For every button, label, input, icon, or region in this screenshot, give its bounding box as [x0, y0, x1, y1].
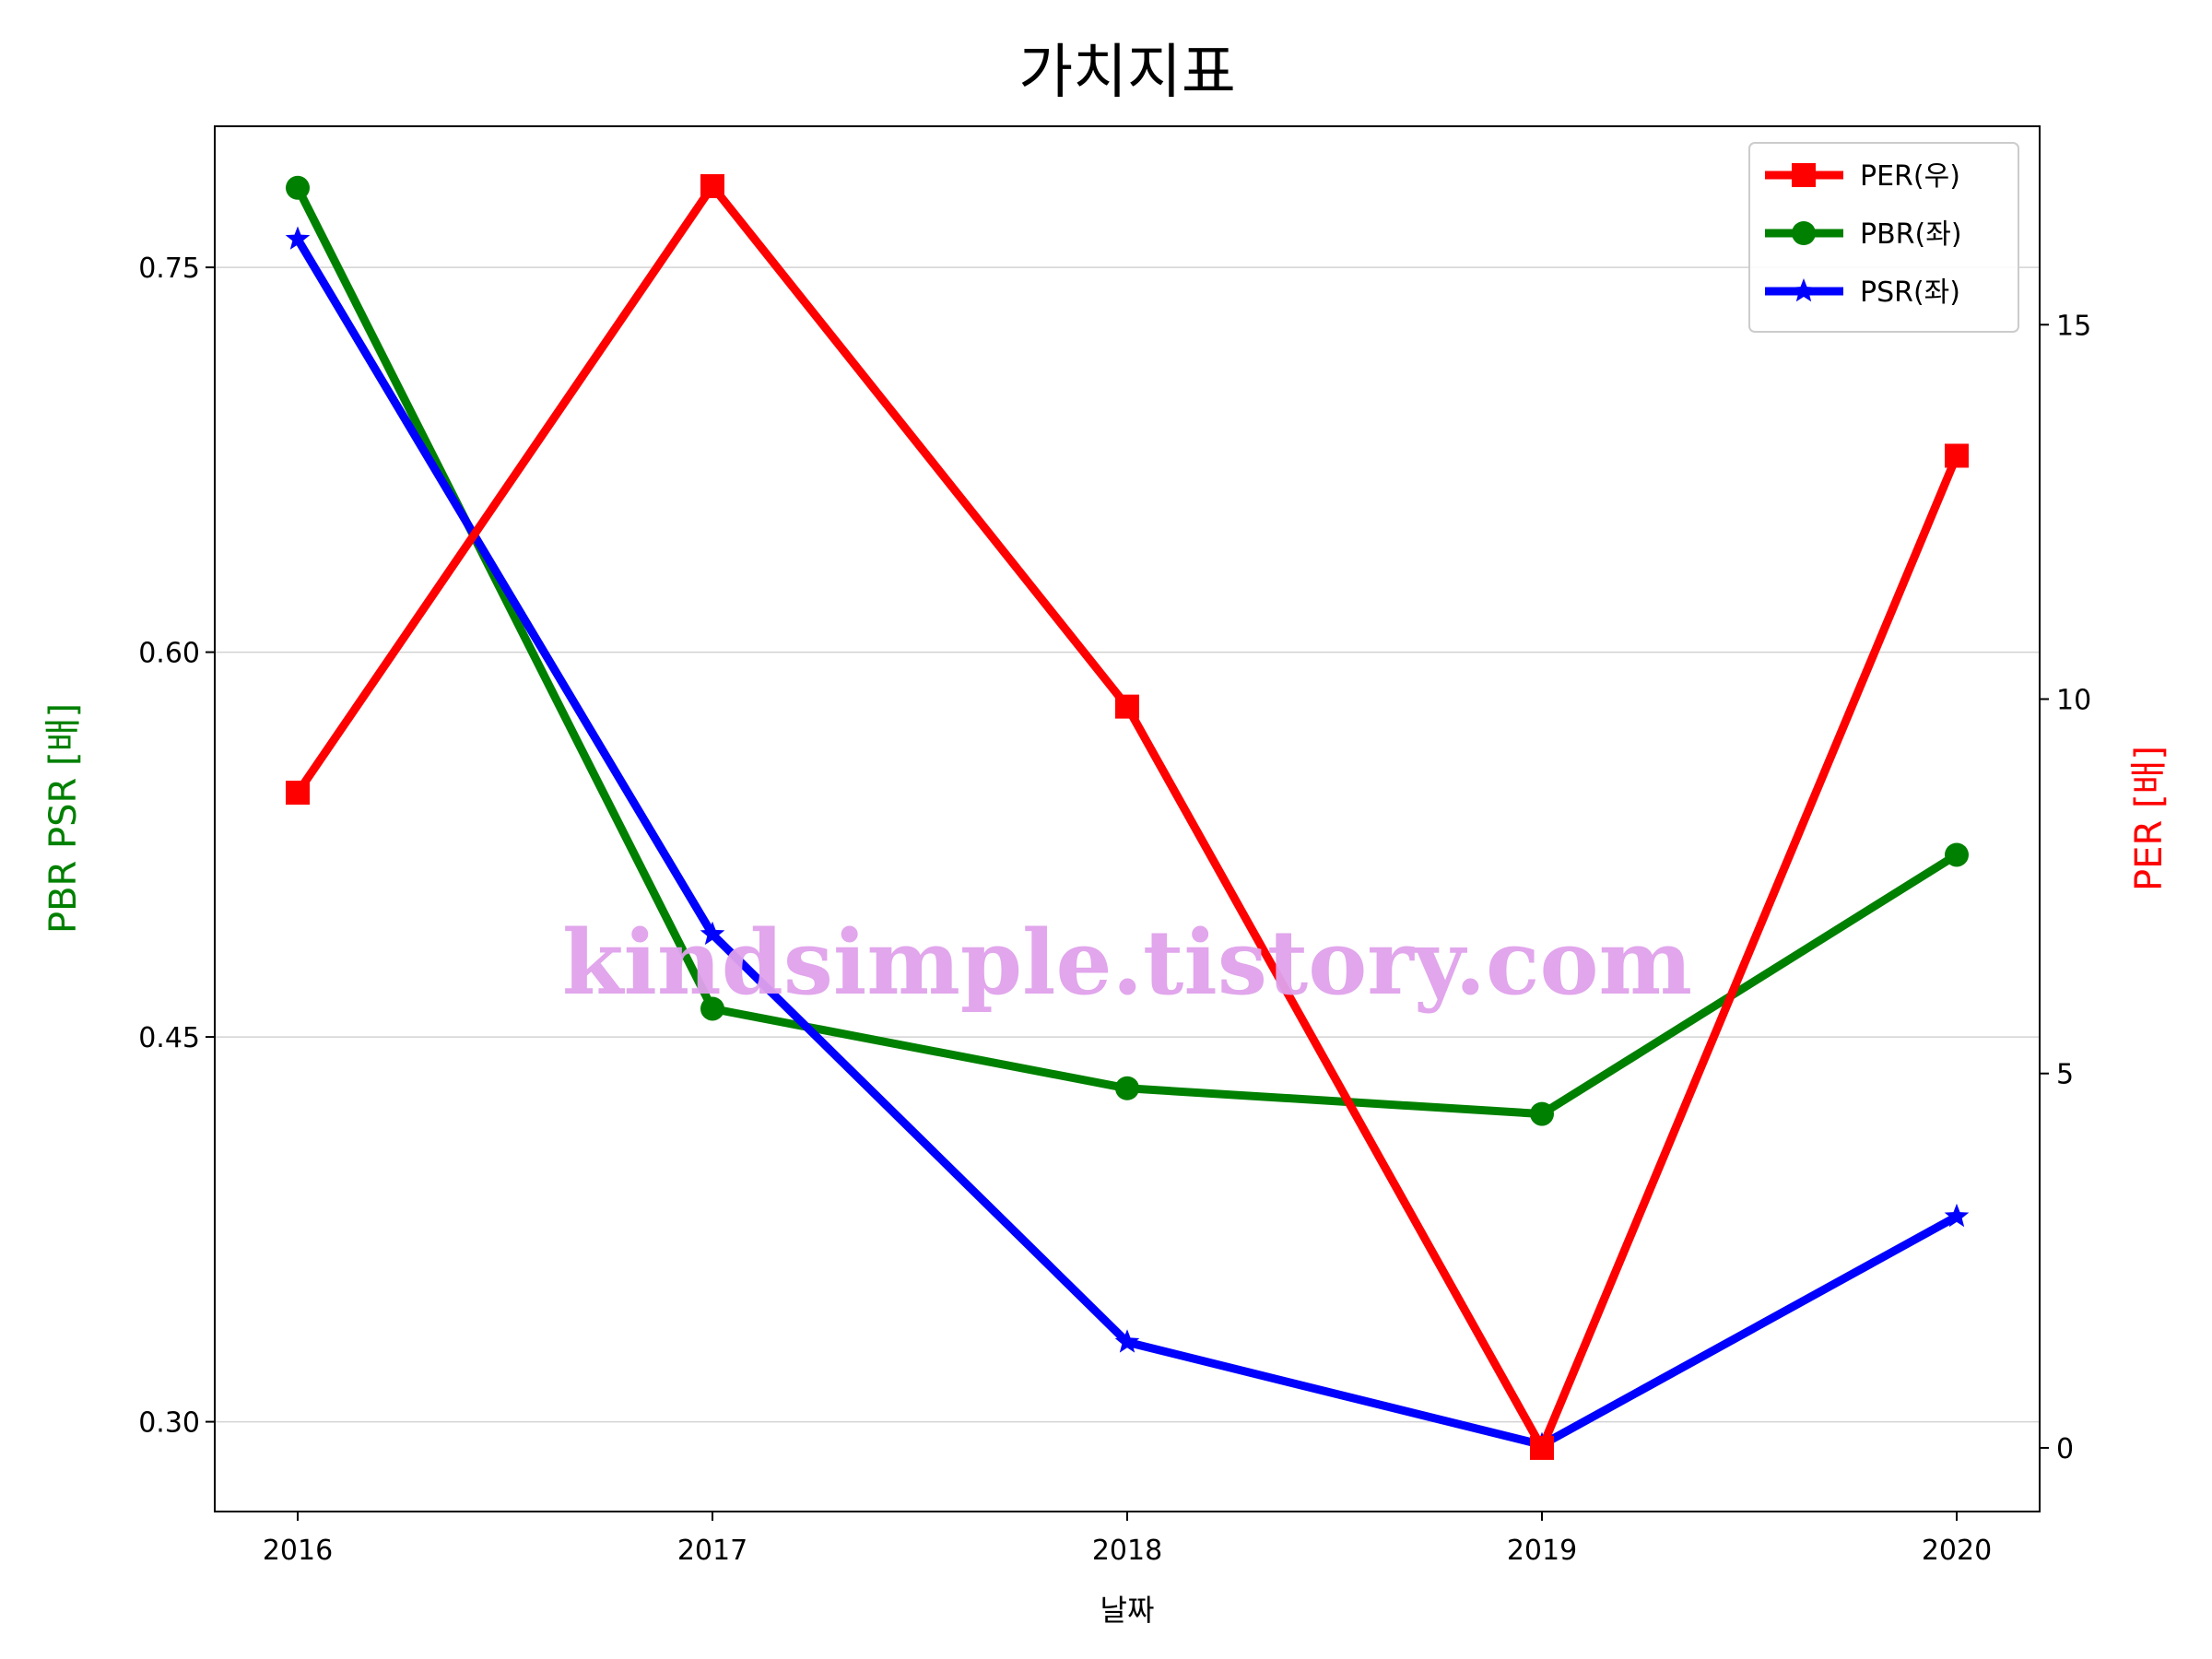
- left-y-axis: 0.30 0.45 0.60 0.75: [138, 253, 215, 1440]
- x-axis: 2016 2017 2018 2019 2020: [263, 1512, 1992, 1567]
- legend-box: [1748, 142, 2019, 333]
- data-point: [286, 175, 310, 200]
- series-line: [293, 182, 1961, 1453]
- series-PSR(좌): [285, 226, 1970, 1455]
- chart-title: 가치지표: [1018, 39, 1236, 107]
- data-point: [286, 781, 310, 806]
- left-y-tick-label: 0.45: [138, 1022, 200, 1054]
- data-point: [1530, 1435, 1554, 1460]
- grid-lines: [215, 266, 2040, 1423]
- right-y-tick-label: 0: [2056, 1433, 2074, 1465]
- right-y-tick-label: 10: [2056, 685, 2091, 717]
- data-point: [700, 921, 725, 946]
- legend-marker: [1792, 221, 1816, 245]
- data-point: [285, 226, 311, 250]
- right-y-axis-label: PER [배]: [2128, 746, 2171, 891]
- data-point: [1944, 1203, 1970, 1228]
- legend-item: PER(우): [1765, 160, 1960, 193]
- right-y-axis: 0 5 10 15: [2040, 310, 2091, 1465]
- data-point: [1530, 1101, 1554, 1126]
- legend: PER(우) PBR(좌) PSR(좌): [1748, 142, 2019, 333]
- x-tick-label: 2020: [1922, 1535, 1992, 1567]
- legend-label: PBR(좌): [1860, 218, 1962, 251]
- right-y-tick-label: 15: [2056, 310, 2091, 342]
- data-point: [1945, 842, 1969, 867]
- data-point: [1115, 1076, 1139, 1100]
- x-axis-label: 날짜: [1100, 1593, 1155, 1628]
- x-tick-label: 2016: [263, 1535, 333, 1567]
- data-point: [1945, 443, 1969, 468]
- series-PER(우): [286, 173, 1969, 1460]
- left-y-axis-label: PBR PSR [배]: [42, 703, 85, 934]
- watermark: kindsimple.tistory.com: [562, 911, 1692, 1015]
- plot-frame: [214, 125, 2041, 1512]
- legend-item: PBR(좌): [1765, 218, 1962, 251]
- series-layer: [285, 173, 1970, 1460]
- x-tick-label: 2019: [1507, 1535, 1577, 1567]
- data-point: [1115, 694, 1139, 719]
- legend-marker: [1791, 278, 1817, 302]
- left-y-tick-label: 0.60: [138, 638, 200, 670]
- series-line: [293, 235, 1961, 1450]
- legend-label: PSR(좌): [1860, 276, 1960, 309]
- data-point: [700, 173, 724, 198]
- legend-label: PER(우): [1860, 160, 1960, 193]
- right-y-tick-label: 5: [2056, 1059, 2074, 1091]
- data-point: [700, 996, 724, 1021]
- series-PBR(좌): [286, 175, 1969, 1126]
- left-y-tick-label: 0.30: [138, 1407, 200, 1440]
- x-tick-label: 2018: [1092, 1535, 1162, 1567]
- data-point: [1114, 1329, 1140, 1353]
- legend-item: PSR(좌): [1765, 276, 1960, 309]
- x-tick-label: 2017: [677, 1535, 747, 1567]
- legend-marker: [1792, 163, 1816, 187]
- left-y-tick-label: 0.75: [138, 253, 200, 285]
